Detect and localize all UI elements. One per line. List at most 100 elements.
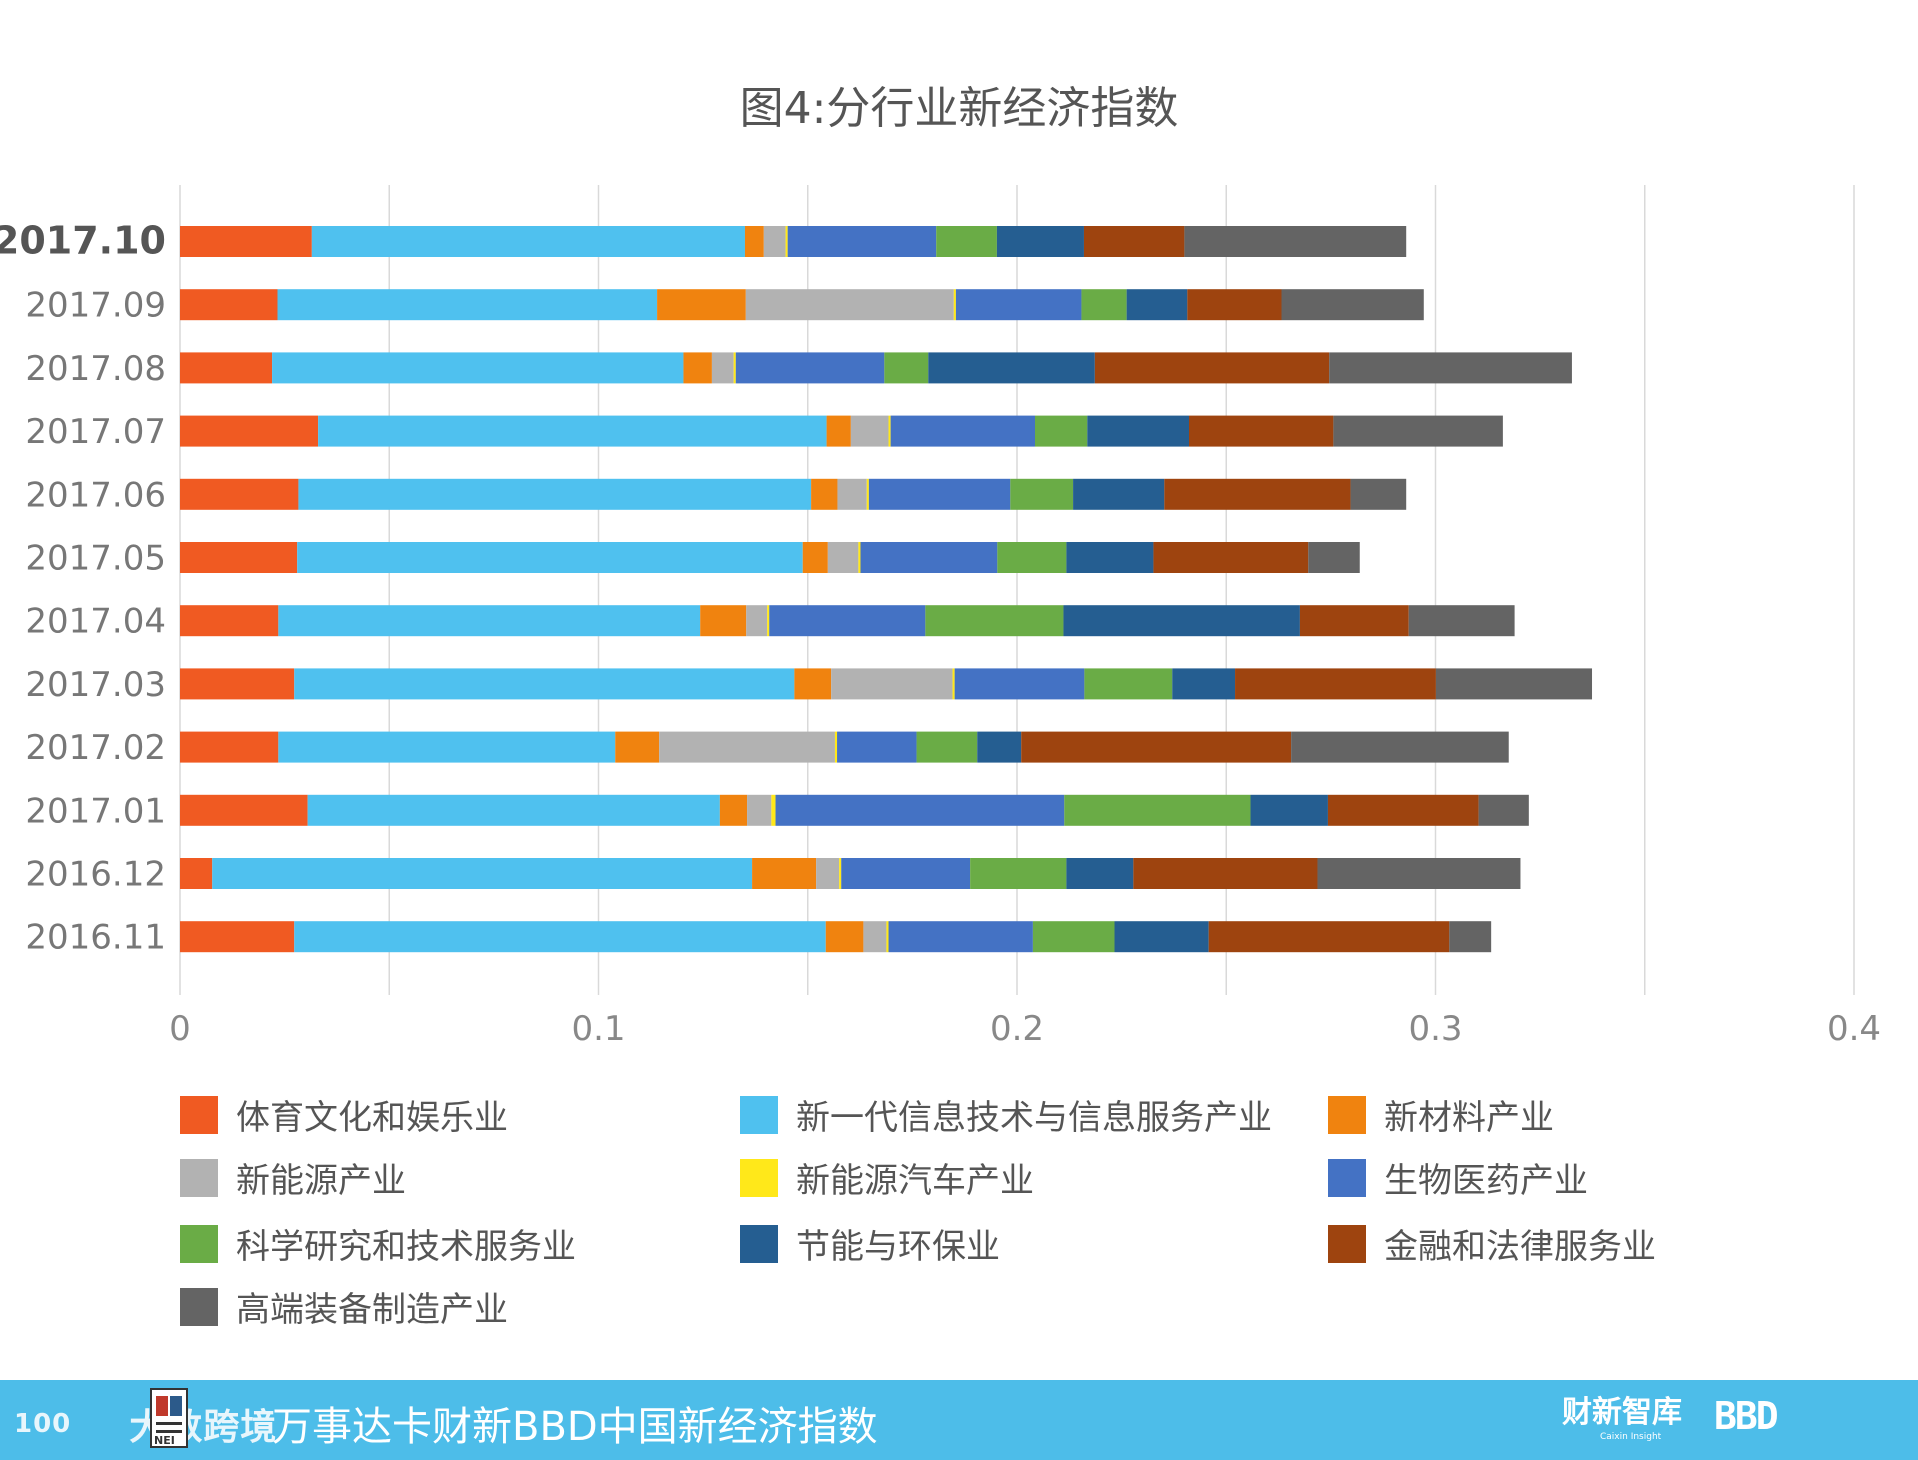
category-label: 2017.06 (25, 475, 166, 515)
bar-segment (888, 921, 1033, 953)
bar-segment (180, 226, 312, 257)
bar-segment (952, 668, 955, 700)
chart-plot: 0 0.1 0.2 0.3 0.4 2017.10 2017.09 2017.08 2017.0… (0, 185, 1881, 1049)
bar-segment (1189, 415, 1334, 447)
bar-segment (1094, 352, 1330, 384)
bar-segment (831, 668, 953, 700)
bar-segment (733, 352, 736, 384)
bar-segment (700, 605, 747, 637)
bar-segment (735, 352, 885, 384)
legend-item: 科学研究和技术服务业 (180, 1219, 576, 1268)
bar-segment (180, 478, 299, 510)
logo-prefix: 100 (14, 1409, 72, 1439)
bar-segment (1478, 794, 1529, 826)
bar-segment (1235, 668, 1436, 700)
category-label: 2017.04 (25, 602, 166, 642)
bar-segment (1066, 858, 1134, 889)
bar-segment (1449, 921, 1492, 953)
bar-segment (294, 668, 795, 700)
bar-segment (180, 415, 319, 447)
bar-segment (272, 352, 684, 384)
legend-swatch (1328, 1095, 1366, 1134)
bar-segment (1063, 605, 1300, 637)
nei-badge-text: NEI (154, 1434, 175, 1447)
bar-segment (785, 226, 788, 257)
bar-segment (298, 478, 812, 510)
bar-segment (767, 605, 770, 637)
bar-segment (180, 921, 295, 953)
bar-segment (997, 542, 1067, 573)
bar-segment (1408, 605, 1515, 637)
bar-segment (1064, 794, 1251, 826)
bar-segment (745, 289, 954, 321)
category-label: 2016.12 (25, 855, 166, 895)
category-label: 2017.10 (0, 219, 166, 263)
bar-segment (834, 731, 838, 763)
bar-segment (1084, 668, 1173, 700)
legend-swatch (180, 1095, 218, 1134)
category-label: 2017.03 (25, 665, 166, 705)
category-label: 2017.01 (25, 791, 166, 831)
legend-label: 体育文化和娱乐业 (236, 1098, 508, 1138)
bar-segment (1299, 605, 1409, 637)
legend-item: 新能源汽车产业 (740, 1153, 1034, 1202)
bar-segment (659, 731, 835, 763)
bar-segment (771, 794, 776, 826)
bar-segment (769, 605, 926, 637)
bar-segment (858, 542, 861, 573)
bar-segment (1133, 858, 1318, 889)
bar-segment (180, 352, 273, 384)
legend-label: 节能与环保业 (796, 1227, 1000, 1267)
legend-label: 科学研究和技术服务业 (236, 1227, 576, 1267)
category-label: 2017.05 (25, 539, 166, 579)
chart-legend: 体育文化和娱乐业 新一代信息技术与信息服务产业 新材料产业 新能源产业 新能源汽车产业 生… (180, 1090, 1740, 1340)
category-label: 2016.11 (25, 918, 166, 958)
bar-segment (297, 542, 803, 573)
chart-title: 图4:分行业新经济指数 (739, 83, 1179, 134)
bar-segment (916, 731, 978, 763)
bar-segment (180, 605, 279, 637)
bar-segment (866, 478, 869, 510)
bar-segment (1291, 731, 1509, 763)
bar-segment (884, 352, 929, 384)
bar-segment (752, 858, 817, 889)
bar-segment (775, 794, 1065, 826)
legend-item: 高端装备制造产业 (180, 1282, 508, 1331)
bar-segment (763, 226, 786, 257)
bar-segment (996, 226, 1084, 257)
legend-item: 体育文化和娱乐业 (180, 1090, 508, 1139)
bar-segment (868, 478, 1011, 510)
bar-segment (1435, 668, 1593, 700)
dashujingjing-logo: 100 大数跨境 (14, 1398, 277, 1450)
legend-label: 新一代信息技术与信息服务产业 (796, 1098, 1272, 1138)
x-tick-label: 0.1 (571, 1009, 625, 1049)
legend-label: 新能源产业 (236, 1161, 406, 1201)
bar-segment (888, 415, 891, 447)
bar-segment (1083, 226, 1185, 257)
bar-segment (837, 731, 917, 763)
bar-segment (615, 731, 660, 763)
bar-segment (212, 858, 753, 889)
bar-segment (1317, 858, 1521, 889)
bar-segment (841, 858, 971, 889)
legend-item: 金融和法律服务业 (1328, 1219, 1656, 1268)
bar-segment (719, 794, 748, 826)
legend-item: 新一代信息技术与信息服务产业 (740, 1090, 1272, 1139)
legend-swatch (740, 1095, 778, 1134)
bar-segment (890, 415, 1035, 447)
legend-swatch (180, 1224, 218, 1263)
bar-segment (928, 352, 1095, 384)
x-tick-label: 0.3 (1408, 1009, 1462, 1049)
bar-segment (1081, 289, 1127, 321)
bar-segment (953, 289, 956, 321)
bar-segment (1114, 921, 1209, 953)
bar-segment (1066, 542, 1154, 573)
bar-segment (787, 226, 937, 257)
bar-segment (1010, 478, 1074, 510)
bar-segment (180, 858, 213, 889)
bar-segment (307, 794, 720, 826)
bar-segment (278, 605, 701, 637)
bar-segment (1032, 921, 1115, 953)
bar-segment (925, 605, 1064, 637)
legend-swatch (1328, 1224, 1366, 1263)
